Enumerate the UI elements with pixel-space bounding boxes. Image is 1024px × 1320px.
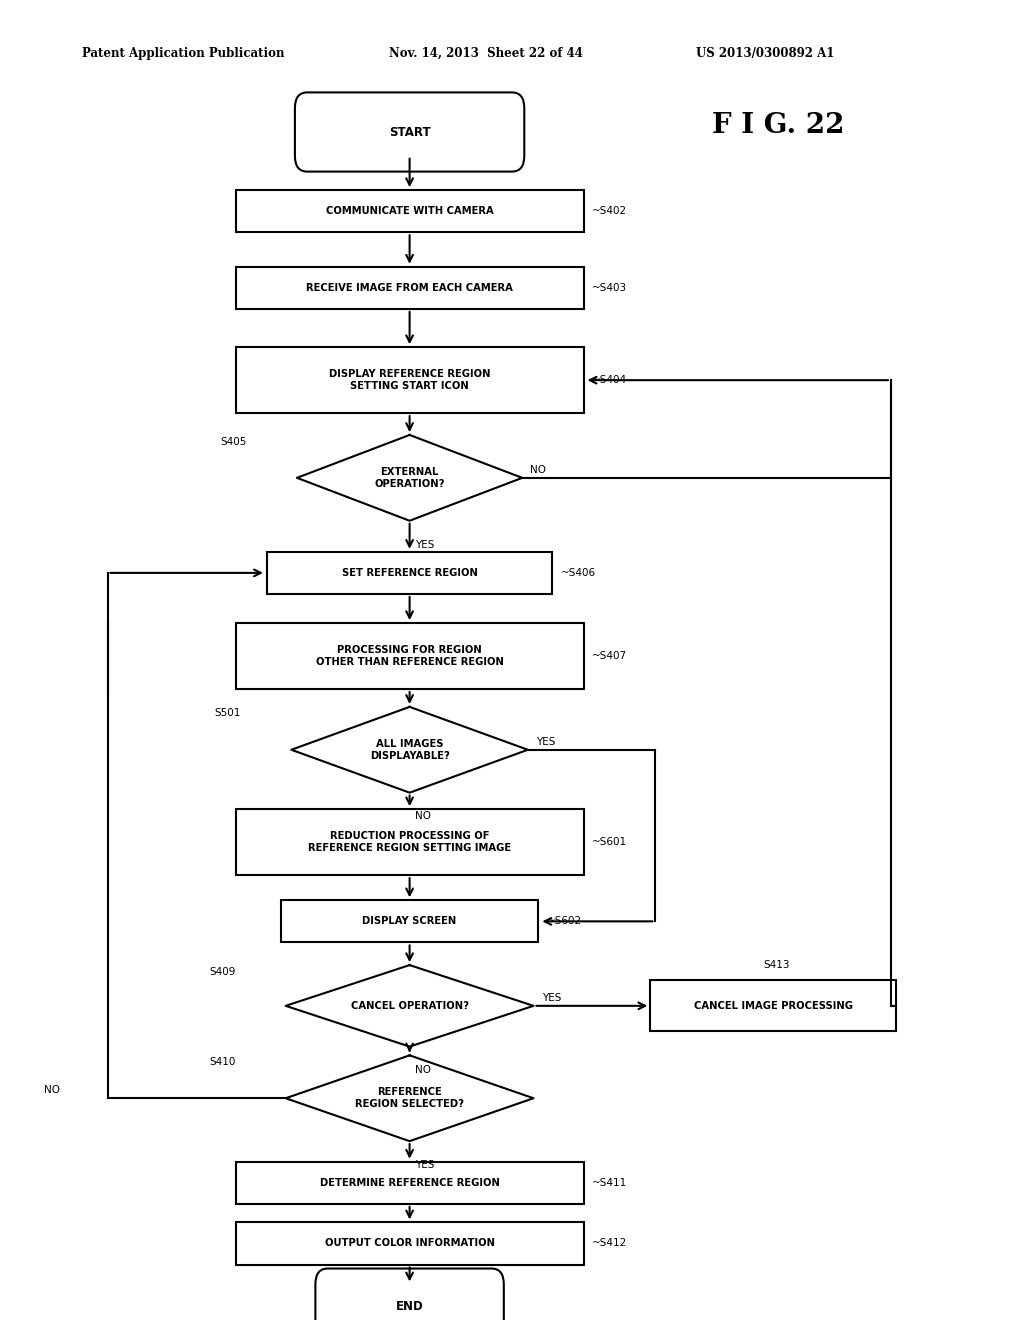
Text: OUTPUT COLOR INFORMATION: OUTPUT COLOR INFORMATION <box>325 1238 495 1249</box>
Polygon shape <box>292 708 528 792</box>
Text: REDUCTION PROCESSING OF
REFERENCE REGION SETTING IMAGE: REDUCTION PROCESSING OF REFERENCE REGION… <box>308 832 511 853</box>
Bar <box>236 347 584 413</box>
Text: S409: S409 <box>209 966 236 977</box>
Text: DETERMINE REFERENCE REGION: DETERMINE REFERENCE REGION <box>319 1177 500 1188</box>
Bar <box>236 267 584 309</box>
Text: DISPLAY SCREEN: DISPLAY SCREEN <box>362 916 457 927</box>
Text: ~S403: ~S403 <box>592 282 627 293</box>
Polygon shape <box>286 1056 534 1140</box>
Text: ~S602: ~S602 <box>547 916 582 927</box>
Text: RECEIVE IMAGE FROM EACH CAMERA: RECEIVE IMAGE FROM EACH CAMERA <box>306 282 513 293</box>
Text: COMMUNICATE WITH CAMERA: COMMUNICATE WITH CAMERA <box>326 206 494 216</box>
Text: ~S411: ~S411 <box>592 1177 627 1188</box>
FancyBboxPatch shape <box>315 1269 504 1320</box>
Text: NO: NO <box>415 1065 431 1076</box>
Text: ~S412: ~S412 <box>592 1238 627 1249</box>
Text: Patent Application Publication: Patent Application Publication <box>82 46 285 59</box>
FancyBboxPatch shape <box>295 92 524 172</box>
Text: S501: S501 <box>215 709 241 718</box>
Text: S413: S413 <box>763 960 790 970</box>
Bar <box>236 809 584 875</box>
Text: ~S406: ~S406 <box>560 568 596 578</box>
Text: DISPLAY REFERENCE REGION
SETTING START ICON: DISPLAY REFERENCE REGION SETTING START I… <box>329 370 490 391</box>
Text: PROCESSING FOR REGION
OTHER THAN REFERENCE REGION: PROCESSING FOR REGION OTHER THAN REFEREN… <box>315 645 504 667</box>
Bar <box>650 981 896 1031</box>
Text: S405: S405 <box>220 437 247 446</box>
Text: SET REFERENCE REGION: SET REFERENCE REGION <box>342 568 477 578</box>
Text: CANCEL OPERATION?: CANCEL OPERATION? <box>350 1001 469 1011</box>
Text: S410: S410 <box>209 1057 236 1067</box>
Text: YES: YES <box>537 737 555 747</box>
Text: US 2013/0300892 A1: US 2013/0300892 A1 <box>696 46 835 59</box>
Text: Nov. 14, 2013  Sheet 22 of 44: Nov. 14, 2013 Sheet 22 of 44 <box>389 46 583 59</box>
Polygon shape <box>297 436 522 520</box>
Text: CANCEL IMAGE PROCESSING: CANCEL IMAGE PROCESSING <box>693 1001 853 1011</box>
Text: ALL IMAGES
DISPLAYABLE?: ALL IMAGES DISPLAYABLE? <box>370 739 450 760</box>
Text: YES: YES <box>542 993 561 1003</box>
Bar <box>236 1162 584 1204</box>
Text: ~S601: ~S601 <box>592 837 627 847</box>
Bar <box>236 1222 584 1265</box>
Text: F I G. 22: F I G. 22 <box>712 112 845 139</box>
Bar <box>267 552 552 594</box>
Polygon shape <box>286 965 534 1047</box>
Bar <box>236 623 584 689</box>
Text: YES: YES <box>415 540 434 549</box>
Bar <box>236 190 584 232</box>
Text: ~S404: ~S404 <box>592 375 627 385</box>
Text: REFERENCE
REGION SELECTED?: REFERENCE REGION SELECTED? <box>355 1088 464 1109</box>
Text: START: START <box>389 125 430 139</box>
Bar <box>281 900 539 942</box>
Text: NO: NO <box>530 465 547 475</box>
Text: END: END <box>395 1300 424 1313</box>
Text: NO: NO <box>44 1085 60 1096</box>
Text: NO: NO <box>415 812 431 821</box>
Text: ~S402: ~S402 <box>592 206 627 216</box>
Text: ~S407: ~S407 <box>592 651 627 661</box>
Text: EXTERNAL
OPERATION?: EXTERNAL OPERATION? <box>375 467 444 488</box>
Text: YES: YES <box>415 1160 434 1170</box>
